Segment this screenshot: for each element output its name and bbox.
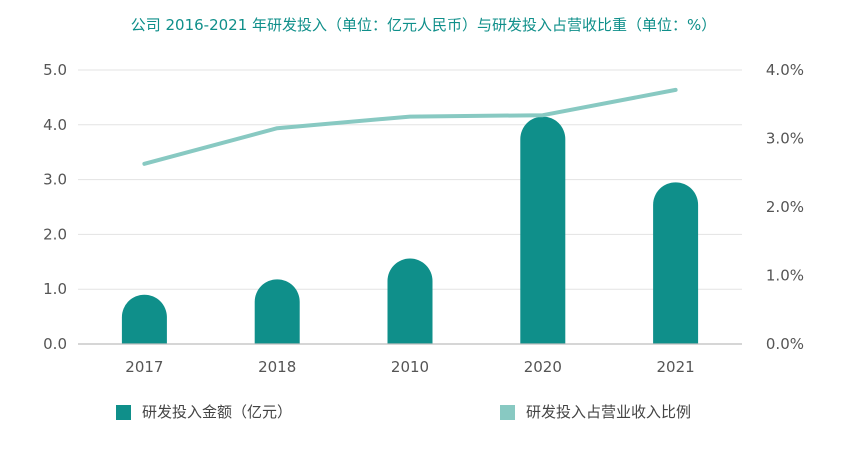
right-y-tick-label: 4.0%	[766, 61, 804, 79]
bar	[254, 279, 300, 344]
legend-line-label: 研发投入占营业收入比例	[526, 403, 691, 421]
bar	[520, 116, 566, 344]
bar	[121, 294, 167, 344]
left-y-tick-label: 1.0	[43, 280, 67, 298]
legend-line-swatch	[500, 405, 515, 420]
x-tick-label: 2010	[391, 358, 429, 376]
right-y-tick-label: 3.0%	[766, 130, 804, 148]
line-series	[142, 87, 678, 166]
chart-title: 公司 2016-2021 年研发投入（单位：亿元人民币）与研发投入占营收比重（单…	[131, 16, 717, 34]
left-y-tick-label: 4.0	[43, 116, 67, 134]
x-tick-label: 2020	[524, 358, 562, 376]
x-tick-label: 2021	[657, 358, 695, 376]
left-y-tick-label: 2.0	[43, 225, 67, 243]
right-y-tick-label: 2.0%	[766, 198, 804, 216]
line-layer	[142, 87, 678, 166]
legend-bar-swatch	[116, 405, 131, 420]
left-y-tick-label: 0.0	[43, 335, 67, 353]
bars-layer	[121, 116, 699, 344]
legend: 研发投入金额（亿元） 研发投入占营业收入比例	[116, 403, 691, 421]
bar	[653, 182, 699, 344]
legend-bar-label: 研发投入金额（亿元）	[142, 403, 292, 421]
left-y-tick-label: 5.0	[43, 61, 67, 79]
bar	[387, 258, 433, 344]
right-y-tick-label: 0.0%	[766, 335, 804, 353]
axes-layer: 0.0 1.0 2.0 3.0 4.0 5.0 0.0% 1.0% 2.0% 3.0% 4.0% 20…	[43, 61, 804, 376]
x-tick-label: 2018	[258, 358, 296, 376]
right-y-tick-label: 1.0%	[766, 267, 804, 285]
x-tick-label: 2017	[125, 358, 163, 376]
left-y-tick-label: 3.0	[43, 171, 67, 189]
